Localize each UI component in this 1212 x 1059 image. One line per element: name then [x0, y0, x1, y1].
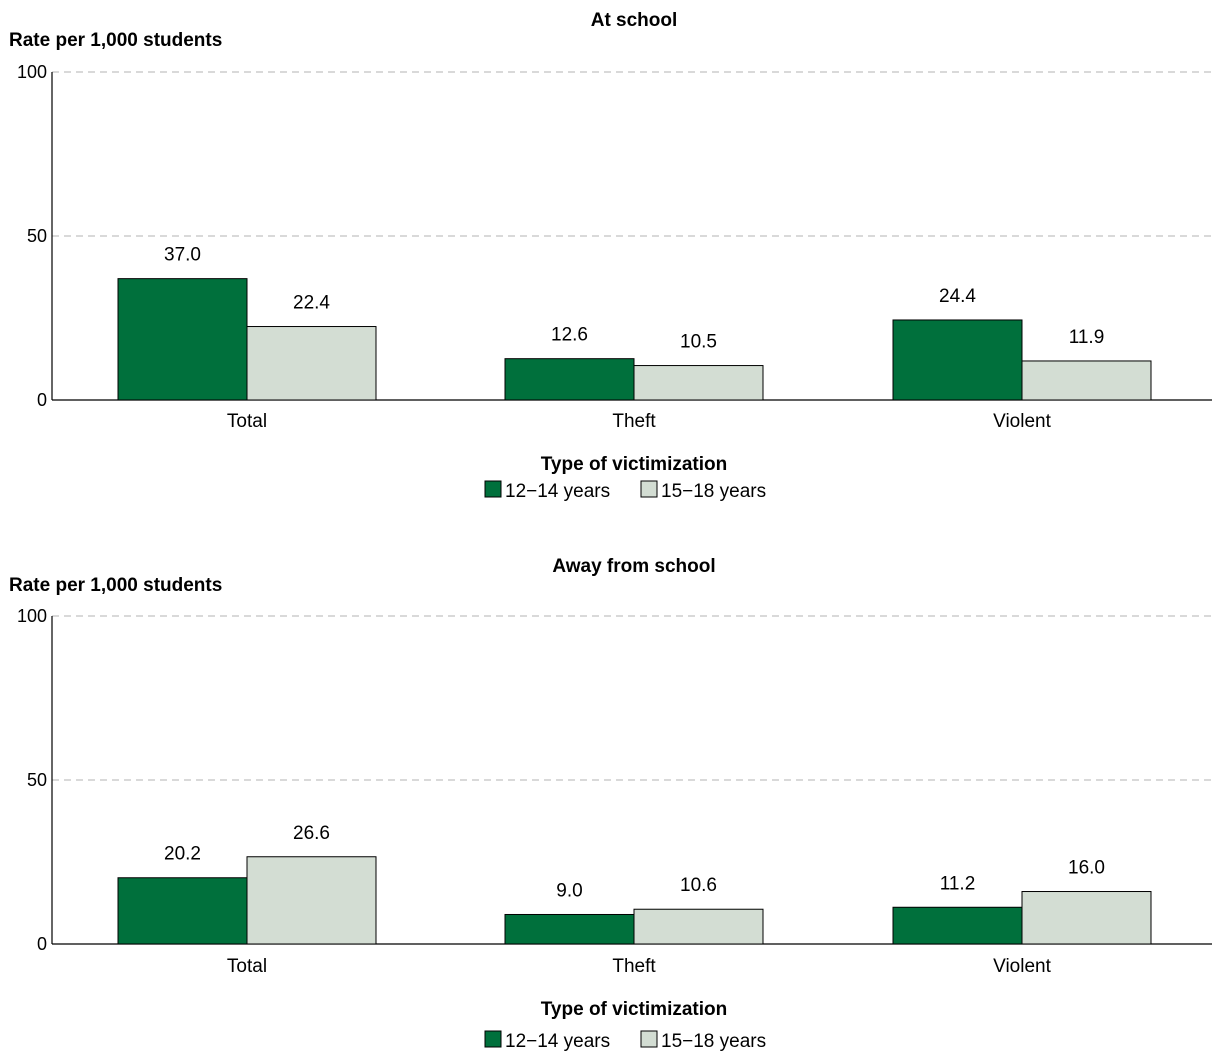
- bar-theft-series-1: [504, 913, 635, 945]
- chart-panel-1: At school Rate per 1,000 students 0 50 100 37…: [9, 10, 1212, 502]
- bar-violent-series-1: [892, 319, 1023, 401]
- x-tick-label: Theft: [612, 411, 656, 432]
- legend-label: 15−18 years: [661, 1031, 766, 1052]
- legend-swatch: [640, 480, 658, 498]
- x-tick-label: Total: [227, 956, 267, 977]
- legend-swatch: [484, 1030, 502, 1048]
- bar-total-series-2: [246, 856, 377, 945]
- y-axis-label: Rate per 1,000 students: [9, 575, 222, 596]
- bar-total-series-1: [117, 278, 248, 401]
- x-axis-label: Type of victimization: [541, 454, 728, 475]
- data-label: 9.0: [556, 880, 582, 901]
- bar-violent-series-2: [1021, 891, 1152, 945]
- bar-theft-series-2: [633, 908, 764, 945]
- data-label: 10.5: [680, 332, 717, 353]
- bar-violent-series-1: [892, 906, 1023, 945]
- legend-label: 12−14 years: [505, 1031, 610, 1052]
- legend-swatch: [640, 1030, 658, 1048]
- data-label: 10.6: [680, 875, 717, 896]
- legend: 12−14 years 15−18 years: [484, 1030, 766, 1052]
- legend-label: 12−14 years: [505, 481, 610, 502]
- chart-title: Away from school: [552, 556, 715, 577]
- x-tick-label: Total: [227, 411, 267, 432]
- y-axis-label: Rate per 1,000 students: [9, 30, 222, 51]
- legend: 12−14 years 15−18 years: [484, 480, 766, 502]
- chart-panel-2: Away from school Rate per 1,000 students 0…: [9, 556, 1212, 1052]
- y-tick-label: 50: [27, 770, 47, 790]
- data-label: 26.6: [293, 823, 330, 844]
- x-tick-label: Violent: [993, 411, 1051, 432]
- data-label: 16.0: [1068, 858, 1105, 879]
- y-tick-label: 0: [37, 934, 47, 954]
- data-label: 11.2: [940, 873, 976, 894]
- y-tick-label: 0: [37, 390, 47, 410]
- data-label: 24.4: [939, 286, 976, 307]
- data-label: 22.4: [293, 293, 330, 314]
- legend-swatch: [484, 480, 502, 498]
- data-label: 20.2: [164, 844, 201, 865]
- y-tick-label: 50: [27, 226, 47, 246]
- x-tick-label: Violent: [993, 956, 1051, 977]
- chart-title: At school: [591, 10, 678, 31]
- bar-total-series-1: [117, 877, 248, 945]
- data-label: 12.6: [551, 325, 588, 346]
- bar-violent-series-2: [1021, 360, 1152, 401]
- bar-theft-series-1: [504, 358, 635, 401]
- data-label: 11.9: [1069, 327, 1105, 348]
- data-label: 37.0: [164, 245, 201, 266]
- bar-total-series-2: [246, 326, 377, 401]
- x-tick-label: Theft: [612, 956, 656, 977]
- bar-theft-series-2: [633, 365, 764, 401]
- y-tick-label: 100: [17, 62, 47, 82]
- y-tick-label: 100: [17, 606, 47, 626]
- x-axis-label: Type of victimization: [541, 999, 728, 1020]
- legend-label: 15−18 years: [661, 481, 766, 502]
